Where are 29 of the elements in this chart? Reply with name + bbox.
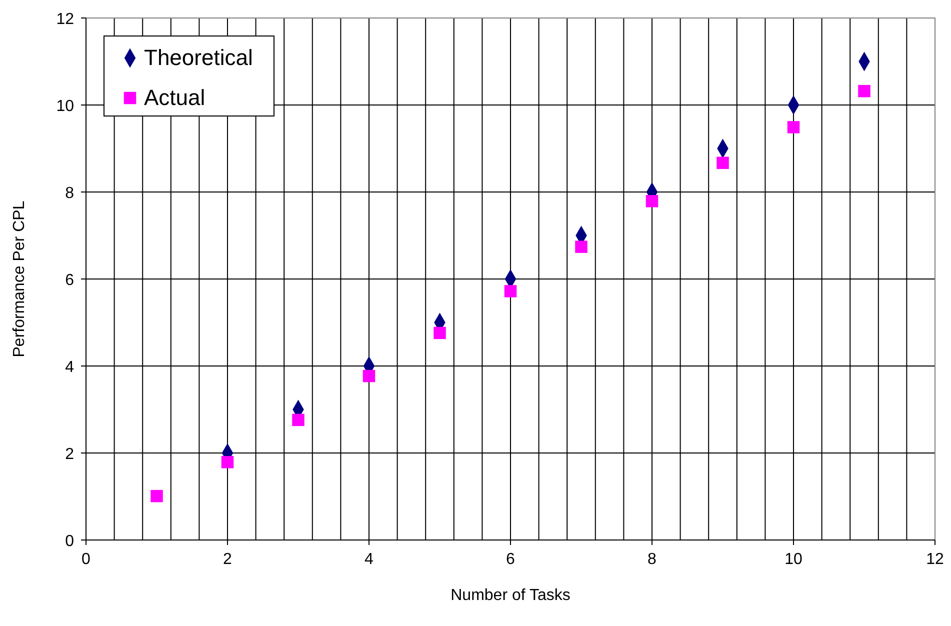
x-tick-label: 12 xyxy=(926,551,944,568)
x-tick-label: 2 xyxy=(223,551,232,568)
x-tick-label: 4 xyxy=(364,551,374,568)
point xyxy=(646,195,658,208)
y-tick-label: 10 xyxy=(56,98,74,115)
x-tick-label: 0 xyxy=(82,551,91,568)
point xyxy=(575,240,588,253)
x-tick-label: 8 xyxy=(648,551,657,568)
point xyxy=(504,285,517,298)
y-axis-title: Performance Per CPL xyxy=(11,200,28,358)
y-tick-label: 8 xyxy=(65,185,74,202)
point xyxy=(858,84,870,98)
legend-label: Actual xyxy=(144,85,206,110)
point xyxy=(292,414,304,426)
y-tick-label: 4 xyxy=(65,359,74,376)
y-tick-label: 0 xyxy=(65,533,74,550)
x-tick-label: 6 xyxy=(506,551,516,568)
point xyxy=(221,456,234,468)
legend-label: Theoretical xyxy=(144,45,253,70)
point xyxy=(434,326,446,340)
y-tick-label: 12 xyxy=(56,11,74,28)
y-tick-label: 2 xyxy=(65,446,74,463)
y-tick-label: 6 xyxy=(65,272,74,289)
point xyxy=(787,121,800,134)
x-axis-title: Number of Tasks xyxy=(450,587,570,604)
x-tick-label: 10 xyxy=(784,551,802,568)
point xyxy=(150,490,163,502)
point xyxy=(362,370,376,382)
point xyxy=(716,156,729,169)
